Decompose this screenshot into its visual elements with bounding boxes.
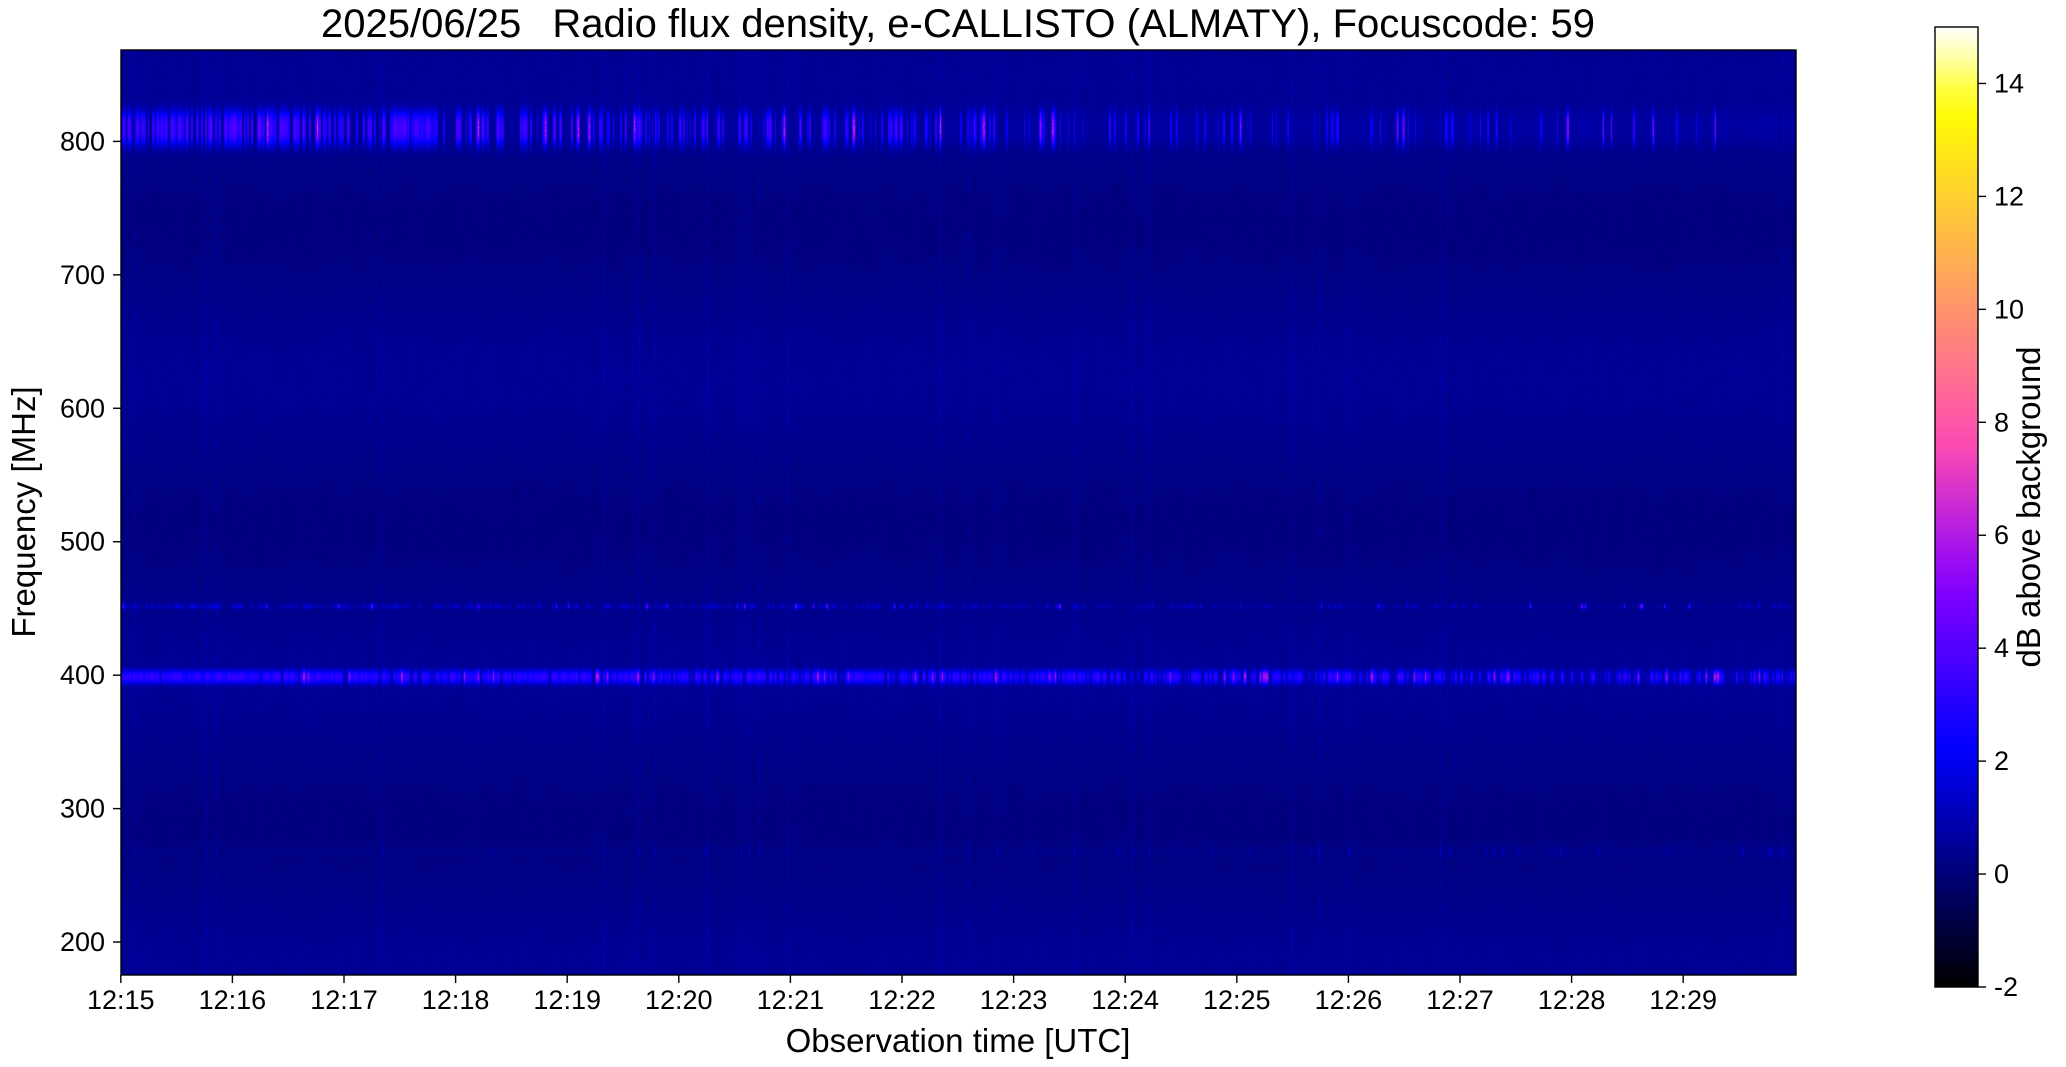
svg-text:12:29: 12:29 xyxy=(1649,985,1717,1015)
svg-text:0: 0 xyxy=(1994,859,2009,889)
svg-text:12:25: 12:25 xyxy=(1203,985,1271,1015)
svg-text:12:22: 12:22 xyxy=(868,985,936,1015)
svg-text:2025/06/25 Radio flux density: 2025/06/25 Radio flux density, e-CALLIST… xyxy=(321,2,1595,46)
svg-text:12:26: 12:26 xyxy=(1315,985,1383,1015)
svg-text:600: 600 xyxy=(60,393,105,423)
svg-text:Frequency [MHz]: Frequency [MHz] xyxy=(5,386,42,637)
svg-text:12:20: 12:20 xyxy=(645,985,713,1015)
svg-text:Observation time [UTC]: Observation time [UTC] xyxy=(786,1022,1131,1059)
svg-text:12:15: 12:15 xyxy=(87,985,155,1015)
svg-text:12:23: 12:23 xyxy=(980,985,1048,1015)
svg-text:14: 14 xyxy=(1994,68,2024,98)
svg-text:12:24: 12:24 xyxy=(1091,985,1159,1015)
svg-text:12:21: 12:21 xyxy=(757,985,825,1015)
svg-text:12:27: 12:27 xyxy=(1426,985,1494,1015)
svg-text:-2: -2 xyxy=(1994,972,2018,1002)
svg-text:12:16: 12:16 xyxy=(199,985,267,1015)
svg-text:800: 800 xyxy=(60,126,105,156)
svg-text:500: 500 xyxy=(60,527,105,557)
svg-text:4: 4 xyxy=(1994,633,2009,663)
svg-text:300: 300 xyxy=(60,794,105,824)
svg-text:10: 10 xyxy=(1994,294,2024,324)
svg-text:12:19: 12:19 xyxy=(533,985,601,1015)
svg-text:8: 8 xyxy=(1994,407,2009,437)
svg-text:12:17: 12:17 xyxy=(310,985,378,1015)
svg-text:2: 2 xyxy=(1994,746,2009,776)
svg-text:6: 6 xyxy=(1994,520,2009,550)
svg-text:400: 400 xyxy=(60,660,105,690)
svg-text:700: 700 xyxy=(60,260,105,290)
svg-text:12:18: 12:18 xyxy=(422,985,490,1015)
svg-text:12: 12 xyxy=(1994,181,2024,211)
svg-text:200: 200 xyxy=(60,927,105,957)
svg-text:dB above background: dB above background xyxy=(2010,346,2047,667)
svg-text:12:28: 12:28 xyxy=(1538,985,1606,1015)
